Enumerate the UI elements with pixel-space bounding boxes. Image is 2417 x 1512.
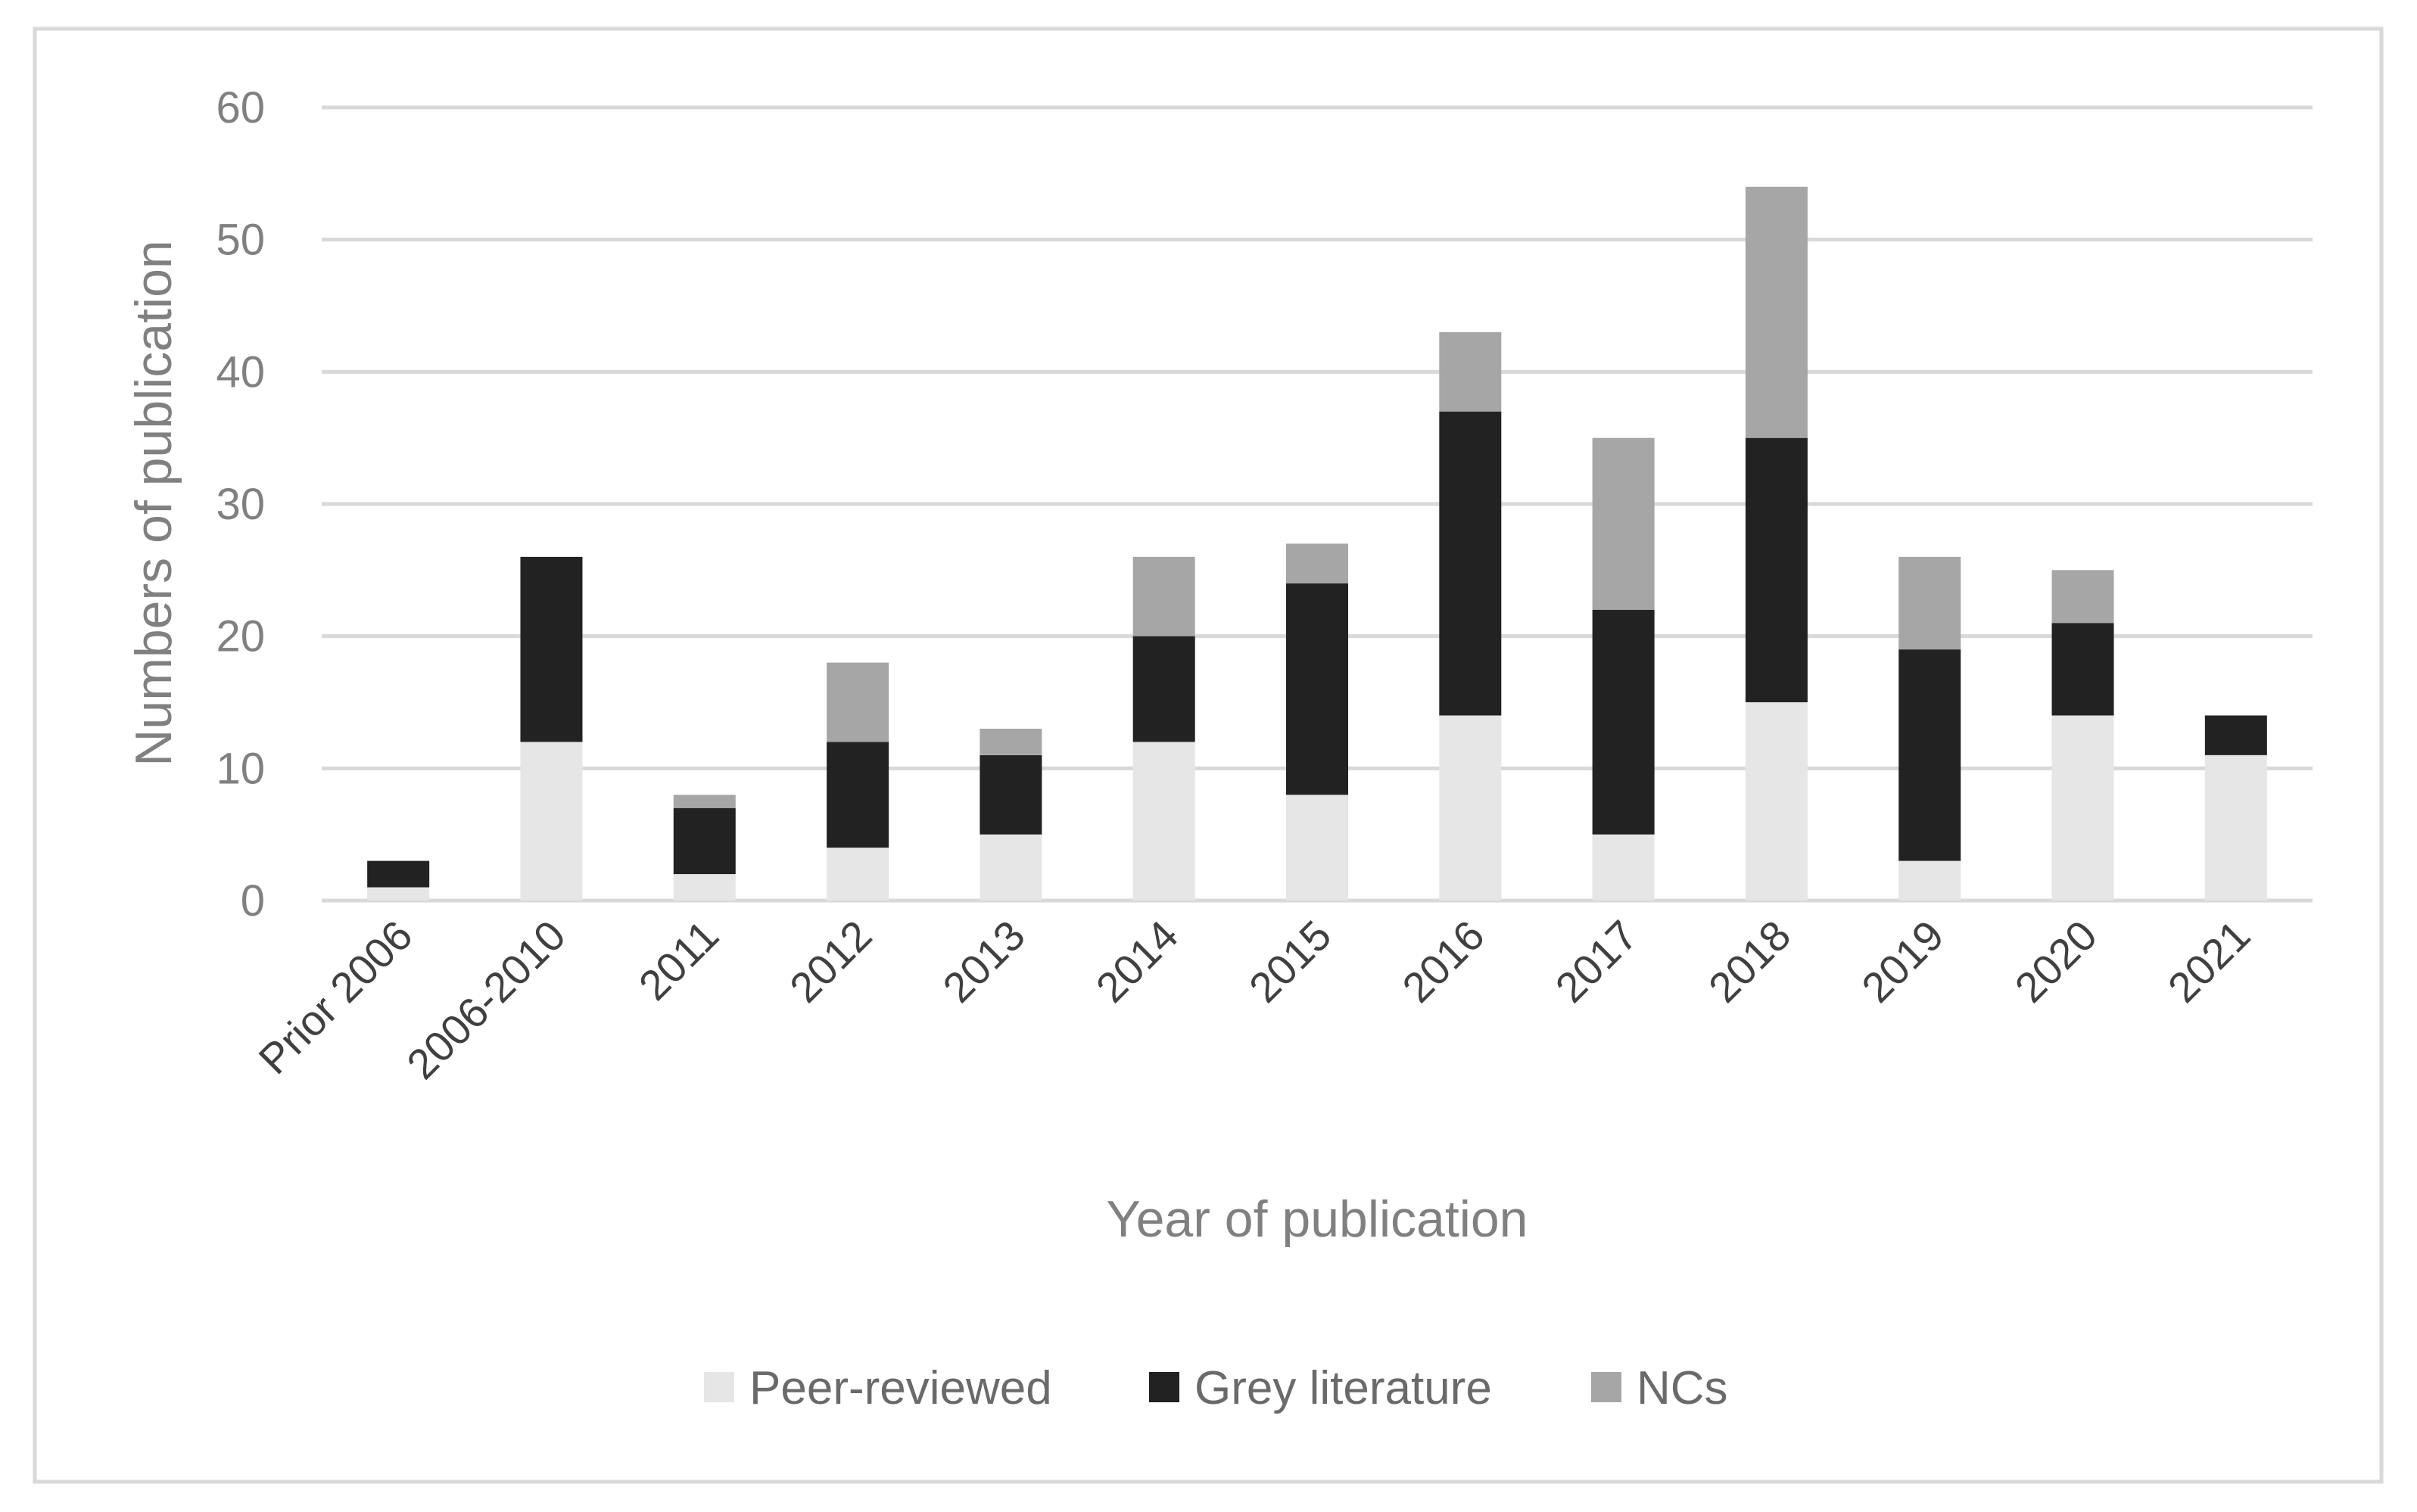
bar-ncs-2011 — [673, 795, 736, 808]
y-tick-label-0: 0 — [241, 876, 265, 926]
bar-grey-literature-2014 — [1132, 636, 1195, 742]
legend-swatch-ncs — [1591, 1372, 1621, 1402]
y-axis-title: Numbers of publication — [125, 240, 182, 766]
bar-grey-literature-2017 — [1592, 609, 1655, 835]
bar-peer-reviewed-2006-2010 — [520, 742, 583, 901]
bar-peer-reviewed-2013 — [980, 834, 1042, 901]
y-tick-label-60: 60 — [216, 83, 265, 132]
legend-label-peer-reviewed: Peer-reviewed — [749, 1362, 1052, 1414]
y-tick-label-10: 10 — [216, 744, 265, 793]
y-tick-label-40: 40 — [216, 347, 265, 397]
bar-peer-reviewed-2019 — [1898, 860, 1961, 901]
bar-ncs-2018 — [1745, 186, 1808, 438]
bar-peer-reviewed-2017 — [1592, 834, 1655, 901]
bar-grey-literature-2021 — [2204, 715, 2267, 755]
bar-ncs-2013 — [980, 728, 1042, 755]
bar-ncs-2017 — [1592, 437, 1655, 610]
bar-ncs-2020 — [2051, 570, 2114, 624]
bar-grey-literature-2012 — [827, 742, 889, 848]
bar-peer-reviewed-prior-2006 — [367, 887, 430, 901]
bar-ncs-2014 — [1132, 556, 1195, 636]
bar-peer-reviewed-2015 — [1286, 795, 1348, 901]
bar-peer-reviewed-2014 — [1132, 742, 1195, 901]
bar-grey-literature-2020 — [2051, 623, 2114, 716]
bar-grey-literature-2006-2010 — [520, 556, 583, 742]
y-tick-label-50: 50 — [216, 216, 265, 265]
bar-peer-reviewed-2012 — [827, 848, 889, 901]
bars — [367, 186, 2267, 901]
bar-ncs-2012 — [827, 662, 889, 742]
y-axis-ticks: 0 10 20 30 40 50 60 — [216, 83, 265, 926]
bar-grey-literature-2011 — [673, 807, 736, 875]
bar-peer-reviewed-2018 — [1745, 702, 1808, 901]
bar-ncs-2015 — [1286, 543, 1348, 583]
bar-peer-reviewed-2020 — [2051, 715, 2114, 901]
legend: Peer-reviewed Grey literature NCs — [704, 1362, 1728, 1414]
bar-ncs-2016 — [1439, 331, 1502, 412]
chart-frame — [33, 26, 2384, 1484]
y-tick-label-30: 30 — [216, 480, 265, 529]
bar-grey-literature-prior-2006 — [367, 860, 430, 888]
bar-grey-literature-2018 — [1745, 437, 1808, 702]
legend-swatch-peer-reviewed — [704, 1372, 734, 1402]
x-axis-title: Year of publication — [1106, 1190, 1528, 1248]
bar-grey-literature-2013 — [980, 754, 1042, 835]
bar-peer-reviewed-2011 — [673, 874, 736, 901]
bar-grey-literature-2015 — [1286, 583, 1348, 795]
bar-peer-reviewed-2021 — [2204, 754, 2267, 901]
bar-grey-literature-2019 — [1898, 649, 1961, 861]
legend-swatch-grey-literature — [1149, 1372, 1179, 1402]
legend-label-grey-literature: Grey literature — [1194, 1362, 1492, 1414]
bar-peer-reviewed-2016 — [1439, 715, 1502, 901]
bar-ncs-2019 — [1898, 556, 1961, 650]
bar-grey-literature-2016 — [1439, 411, 1502, 716]
y-tick-label-20: 20 — [216, 612, 265, 661]
legend-label-ncs: NCs — [1637, 1362, 1728, 1414]
